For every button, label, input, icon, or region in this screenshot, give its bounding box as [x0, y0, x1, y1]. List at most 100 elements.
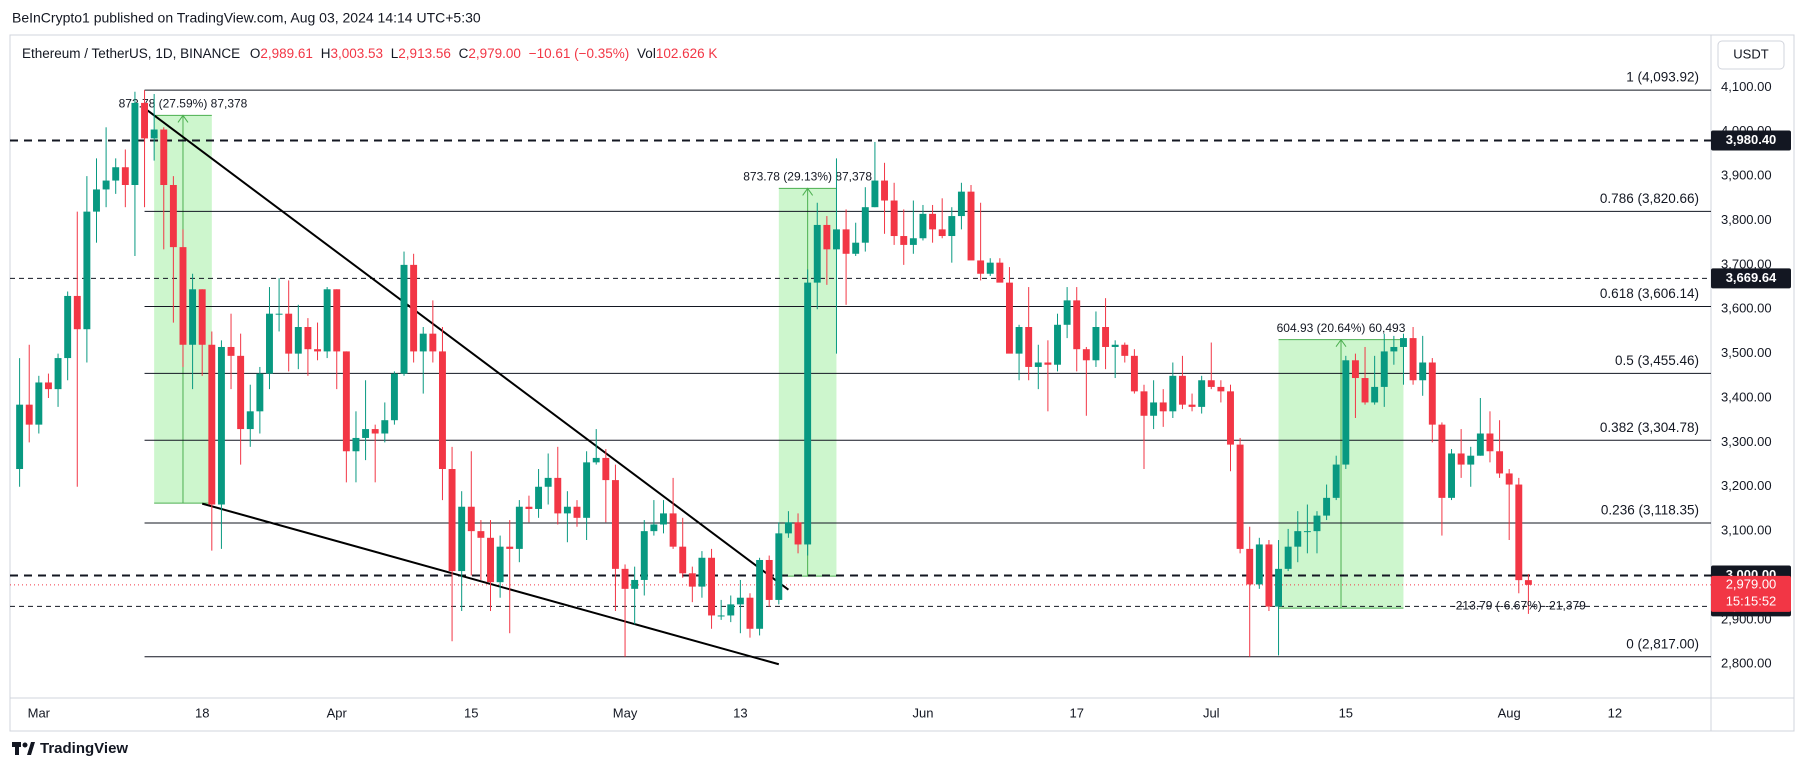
candle-body [1323, 497, 1331, 516]
candle-body [1342, 360, 1350, 465]
candle-body [804, 282, 812, 545]
legend-value: 2,989.61 [260, 46, 313, 61]
annotation: -213.79 (-6.67%) -21,379 [1452, 599, 1586, 613]
candle-body [1005, 282, 1013, 354]
candle-body [477, 531, 485, 538]
fib-label: 0 (2,817.00) [1626, 636, 1699, 651]
candle-body [198, 289, 206, 345]
candle-body [506, 546, 514, 549]
candle-body [1121, 344, 1129, 356]
candle-body [1054, 324, 1061, 365]
candle-body [1188, 404, 1196, 407]
legend-key: O [250, 46, 261, 61]
candle-body [602, 457, 610, 481]
header-text: BeInCrypto1 published on TradingView.com… [12, 10, 481, 26]
y-tick-label: 3,700.00 [1721, 256, 1772, 271]
measure-arrowhead [1335, 338, 1347, 347]
candle-body [1400, 338, 1407, 347]
brand-logo [12, 742, 35, 755]
candle-body [323, 289, 331, 352]
candle-body [957, 191, 965, 217]
fib-label: 0.382 (3,304.78) [1600, 420, 1699, 435]
candle-body [1111, 344, 1119, 347]
candle-body [1505, 473, 1513, 485]
price-label-box [1711, 268, 1791, 289]
last-price-label: 2,979.00 [1726, 576, 1777, 591]
candle-body [871, 180, 879, 208]
candle-body [1390, 346, 1398, 352]
candle-body [948, 216, 956, 237]
candle-body [1025, 327, 1033, 367]
candle-body [938, 229, 946, 237]
legend-key: C [459, 46, 469, 61]
candle-body [717, 615, 725, 617]
candle-body [314, 349, 321, 352]
candle-body [852, 242, 860, 254]
candle-body [698, 557, 706, 587]
candle-body [573, 506, 581, 518]
x-tick-label: Aug [1498, 705, 1521, 720]
plot-area: 873.78 (27.59%) 87,378 873.78 (29.13%) 87… [10, 70, 1711, 666]
x-tick-label: 15 [1339, 705, 1353, 720]
y-tick-label: 3,300.00 [1721, 434, 1772, 449]
candle-body [1448, 453, 1455, 498]
candle-body [1524, 580, 1532, 585]
candle-body [784, 522, 792, 534]
candle-body [525, 506, 533, 509]
price-label: 3,980.40 [1726, 132, 1777, 147]
candle-body [1227, 391, 1234, 445]
candle-body [256, 373, 264, 412]
candle-body [1380, 351, 1388, 387]
candle-body [160, 129, 168, 185]
candle-body [112, 167, 120, 181]
candle-body [650, 524, 658, 532]
fib-label: 0.618 (3,606.14) [1600, 286, 1699, 301]
candle-body [93, 189, 100, 212]
y-tick-label: 3,900.00 [1721, 168, 1772, 183]
candle-body [1486, 433, 1494, 452]
candle-body [285, 313, 293, 354]
candle-body [131, 102, 139, 185]
candle-body [688, 573, 696, 587]
candle-body [621, 568, 629, 589]
y-tick-label: 4,100.00 [1721, 79, 1772, 94]
x-tick-label: Jul [1203, 705, 1220, 720]
candle-body [458, 506, 466, 572]
candle-body [1140, 391, 1148, 416]
candle-body [986, 262, 994, 274]
currency-label[interactable]: USDT [1733, 46, 1768, 61]
candle-body [1150, 402, 1158, 416]
measure-label: 873.78 (29.13%) 87,378 [743, 170, 872, 184]
y-tick-label: 3,800.00 [1721, 212, 1772, 227]
candle-body [237, 355, 245, 430]
candle-body [141, 102, 149, 139]
y-tick-label: 3,200.00 [1721, 478, 1772, 493]
candle-body [333, 289, 341, 352]
candle-body [1044, 362, 1052, 365]
candle-body [813, 224, 821, 283]
price-label: 3,669.64 [1726, 270, 1777, 285]
last-price-box [1711, 575, 1791, 612]
candle-body [342, 351, 350, 452]
fib-label: 0.236 (3,118.35) [1601, 503, 1699, 518]
currency-button[interactable] [1717, 40, 1785, 70]
candle-body [631, 579, 639, 589]
candle-body [1092, 327, 1100, 361]
legend-value: 3,003.53 [330, 46, 383, 61]
candle-body [1169, 375, 1177, 412]
candle-body [679, 546, 687, 574]
candle-body [121, 167, 129, 185]
candle-body [1255, 544, 1263, 585]
candle-body [1063, 300, 1071, 325]
candle-body [1409, 338, 1417, 381]
candle-body [390, 373, 398, 421]
legend-value: 2,979.00 [468, 46, 521, 61]
candle-body [1275, 568, 1283, 607]
candle-body [1361, 378, 1369, 403]
candle-body [1102, 327, 1110, 347]
measure-label: 604.93 (20.64%) 60,493 [1277, 321, 1406, 335]
candle-body [448, 469, 456, 572]
candle-body [708, 557, 716, 616]
countdown-label: 15:15:52 [1726, 593, 1777, 608]
candle-body [919, 213, 927, 239]
